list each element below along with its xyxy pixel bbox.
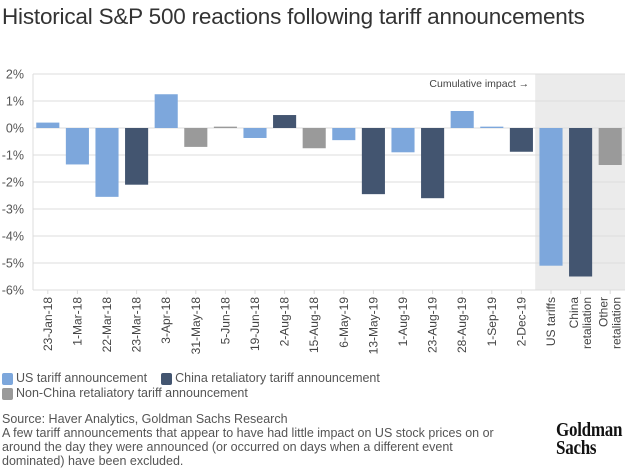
bar-13-may-19	[361, 128, 385, 195]
x-tick-label: 3-Apr-18	[159, 297, 173, 344]
legend-item-other: Non-China retaliatory tariff announcemen…	[2, 386, 248, 401]
logo-line-2: Sachs	[556, 437, 597, 459]
x-tick-label: Other	[597, 297, 611, 327]
bar-31-may-18	[184, 128, 208, 147]
x-tick-label: 2-Aug-18	[278, 297, 292, 347]
x-tick-label: 19-Jun-18	[248, 297, 262, 351]
bar-2-aug-18	[273, 115, 297, 128]
logo-line-1: Goldman	[556, 419, 623, 441]
legend-swatch-us	[2, 372, 13, 385]
x-tick-label: 13-May-19	[366, 297, 380, 355]
legend-swatch-other	[2, 387, 13, 400]
x-tick-label: 23-Jan-18	[41, 297, 55, 351]
x-tick-label: retaliation	[610, 297, 624, 349]
x-tick-label: 23-Mar-18	[130, 297, 144, 353]
legend-label-other: Non-China retaliatory tariff announcemen…	[16, 386, 248, 400]
x-tick-label: 1-Sep-19	[485, 297, 499, 347]
y-tick-label: -2%	[2, 176, 24, 190]
cumulative-impact-annotation: Cumulative impact →	[429, 78, 529, 90]
x-tick-label: 6-May-19	[337, 297, 351, 348]
x-tick-label: 28-Aug-19	[455, 297, 469, 353]
y-tick-label: -4%	[2, 230, 24, 244]
x-tick-label: retaliation	[580, 297, 594, 349]
bar-3-apr-18	[154, 94, 178, 128]
bar-1-mar-18	[65, 128, 89, 165]
legend-item-china: China retaliatory tariff announcement	[161, 371, 380, 386]
legend-swatch-china	[161, 372, 173, 385]
bar-chart: 2% 1% 0% -1% -2% -3% -4% -5% -6% Cumulative impac…	[2, 68, 625, 355]
y-tick-label: -6%	[2, 284, 24, 298]
bar-28-aug-19	[450, 110, 474, 128]
bar-1-aug-19	[391, 128, 415, 153]
bar-23-jan-18	[36, 122, 60, 128]
x-tick-label: US tariffs	[544, 297, 558, 346]
y-tick-label: 0%	[6, 122, 24, 136]
x-tick-label: 1-Aug-19	[396, 297, 410, 347]
y-tick-label: -3%	[2, 203, 24, 217]
y-tick-label: -5%	[2, 257, 24, 271]
goldman-sachs-logo: Goldman Sachs	[556, 419, 623, 459]
footnote-text: A few tariff announcements that appear t…	[2, 426, 494, 468]
x-tick-label: 31-May-18	[189, 297, 203, 355]
x-tick-label: 23-Aug-19	[426, 297, 440, 353]
legend-label-us: US tariff announcement	[16, 371, 148, 385]
y-tick-label: -1%	[2, 149, 24, 163]
bar-23-mar-18	[125, 128, 149, 185]
x-tick-label: 2-Dec-19	[514, 297, 528, 347]
x-tick-label: 5-Jun-18	[218, 297, 232, 345]
bar-19-jun-18	[243, 128, 267, 138]
bar-15-aug-18	[302, 128, 326, 149]
x-tick-label: 15-Aug-18	[307, 297, 321, 353]
legend: US tariff announcement China retaliatory…	[2, 371, 394, 401]
x-tick-label: 22-Mar-18	[100, 297, 114, 353]
bar-china-retaliation	[569, 128, 593, 277]
x-tick-label: 1-Mar-18	[70, 297, 84, 346]
bar-2-dec-19	[509, 128, 533, 152]
source-text: Source: Haver Analytics, Goldman Sachs R…	[2, 412, 288, 426]
chart-title: Historical S&P 500 reactions following t…	[2, 4, 585, 29]
legend-item-us: US tariff announcement	[2, 371, 147, 386]
footer: Source: Haver Analytics, Goldman Sachs R…	[2, 412, 512, 468]
bar-5-jun-18	[213, 126, 237, 128]
y-tick-label: 2%	[6, 68, 24, 82]
bar-23-aug-19	[421, 128, 445, 199]
bar-22-mar-18	[95, 128, 119, 197]
bar-6-may-19	[332, 128, 356, 141]
bar-us-tariffs	[539, 128, 563, 266]
legend-label-china: China retaliatory tariff announcement	[175, 371, 380, 385]
y-tick-label: 1%	[6, 95, 24, 109]
bar-other-retaliation	[598, 128, 622, 165]
x-tick-label: China	[567, 297, 581, 329]
bar-1-sep-19	[480, 126, 504, 128]
